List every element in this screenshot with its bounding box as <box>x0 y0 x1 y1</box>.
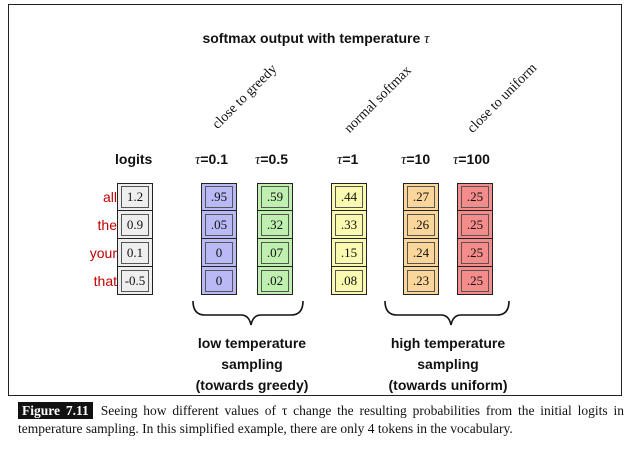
value-text: .24 <box>407 241 435 264</box>
high-temperature-brace <box>384 300 510 326</box>
value-text: .33 <box>335 213 363 236</box>
column-tau-1: .44 .33 .15 .08 <box>331 183 367 295</box>
value-cell: .33 <box>331 211 367 239</box>
value-text: 0.1 <box>121 241 149 264</box>
tau-symbol: τ <box>424 31 430 47</box>
header-value: =100 <box>458 151 490 167</box>
header-tau-0-5: τ=0.5 <box>255 151 288 169</box>
caption-text: Seeing how different values of τ change … <box>18 403 624 436</box>
value-text: .02 <box>261 269 289 292</box>
value-text: 0 <box>205 241 233 264</box>
value-cell: 1.2 <box>117 183 153 211</box>
low-temperature-brace <box>192 300 304 326</box>
value-text: .95 <box>205 186 233 208</box>
token-label: all <box>102 189 117 205</box>
value-cell: .95 <box>201 183 237 211</box>
token-label: your <box>89 245 117 261</box>
value-cell: .26 <box>403 211 439 239</box>
value-text: .25 <box>461 269 489 292</box>
value-cell: .08 <box>331 267 367 295</box>
group-label-line: low temperature <box>197 335 307 351</box>
header-tau-100: τ=100 <box>453 151 490 169</box>
value-cell: 0 <box>201 239 237 267</box>
value-text: .25 <box>461 241 489 264</box>
value-text: .07 <box>261 241 289 264</box>
value-cell: .25 <box>457 239 493 267</box>
tau-symbol: τ <box>195 152 201 168</box>
figure-frame: softmax output with temperature τ close … <box>8 4 622 396</box>
group-label-line: (towards greedy) <box>195 377 309 393</box>
header-tau-0-1: τ=0.1 <box>195 151 228 169</box>
high-temperature-label: high temperature sampling (towards unifo… <box>373 333 523 396</box>
header-value: =0.1 <box>200 151 229 167</box>
header-tau-1: τ=1 <box>337 151 358 169</box>
figure-caption: Figure 7.11 Seeing how different values o… <box>18 402 624 438</box>
value-cell: 0.9 <box>117 211 153 239</box>
value-cell: -0.5 <box>117 267 153 295</box>
value-cell: .24 <box>403 239 439 267</box>
value-text: .32 <box>261 213 289 236</box>
token-label: the <box>97 217 117 233</box>
group-label-line: (towards uniform) <box>388 377 508 393</box>
value-cell: .07 <box>257 239 293 267</box>
value-cell: .25 <box>457 183 493 211</box>
value-cell: 0 <box>201 267 237 295</box>
tau-symbol: τ <box>255 152 261 168</box>
value-cell: .15 <box>331 239 367 267</box>
header-value: =10 <box>406 151 431 167</box>
value-text: 1.2 <box>121 186 149 208</box>
group-label-line: high temperature <box>390 335 506 351</box>
column-tau-100: .25 .25 .25 .25 <box>457 183 493 295</box>
header-value: =0.5 <box>260 151 289 167</box>
value-text: .44 <box>335 186 363 208</box>
figure-title: softmax output with temperature τ <box>9 30 623 48</box>
header-value: =1 <box>342 151 359 167</box>
value-text: .05 <box>205 213 233 236</box>
value-text: .25 <box>461 186 489 208</box>
column-logits: 1.2 0.9 0.1 -0.5 <box>117 183 153 295</box>
value-text: .59 <box>261 186 289 208</box>
header-logits: logits <box>115 151 153 167</box>
tau-symbol: τ <box>401 152 407 168</box>
value-cell: .25 <box>457 211 493 239</box>
figure-label: Figure 7.11 <box>18 402 93 419</box>
value-text: .25 <box>461 213 489 236</box>
low-temperature-label: low temperature sampling (towards greedy… <box>177 333 327 396</box>
value-cell: .44 <box>331 183 367 211</box>
column-tau-10: .27 .26 .24 .23 <box>403 183 439 295</box>
value-text: .27 <box>407 186 435 208</box>
column-tau-0-1: .95 .05 0 0 <box>201 183 237 295</box>
value-text: .23 <box>407 269 435 292</box>
value-text: .08 <box>335 269 363 292</box>
group-label-line: sampling <box>417 356 479 372</box>
figure-title-text: softmax output with temperature <box>202 30 425 46</box>
group-braces <box>192 300 510 326</box>
token-label: that <box>93 273 117 289</box>
column-tau-0-5: .59 .32 .07 .02 <box>257 183 293 295</box>
value-cell: 0.1 <box>117 239 153 267</box>
value-text: -0.5 <box>121 269 149 292</box>
value-cell: .32 <box>257 211 293 239</box>
value-cell: .27 <box>403 183 439 211</box>
header-tau-10: τ=10 <box>401 151 430 169</box>
value-text: .26 <box>407 213 435 236</box>
tau-symbol: τ <box>337 152 343 168</box>
value-cell: .05 <box>201 211 237 239</box>
group-label-line: sampling <box>221 356 283 372</box>
value-cell: .02 <box>257 267 293 295</box>
value-cell: .25 <box>457 267 493 295</box>
value-cell: .59 <box>257 183 293 211</box>
value-text: .15 <box>335 241 363 264</box>
value-text: 0.9 <box>121 213 149 236</box>
tau-symbol: τ <box>453 152 459 168</box>
value-text: 0 <box>205 269 233 292</box>
value-cell: .23 <box>403 267 439 295</box>
